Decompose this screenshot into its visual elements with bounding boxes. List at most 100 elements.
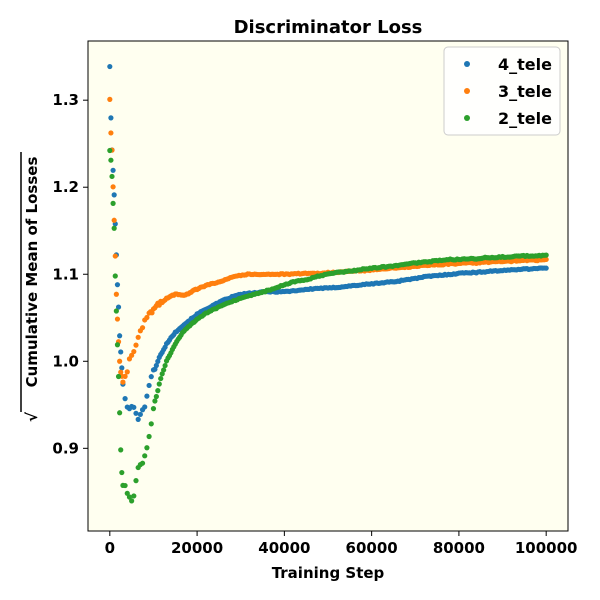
y-tick-label: 1.2 (52, 178, 79, 196)
data-point (109, 173, 115, 180)
x-tick-label: 80000 (433, 539, 485, 557)
data-point (113, 291, 119, 297)
data-point (114, 342, 121, 348)
data-point (110, 200, 116, 206)
data-point (113, 308, 119, 314)
data-point (114, 316, 121, 322)
data-point (119, 365, 125, 371)
plot-frame (87, 40, 569, 532)
data-point (543, 265, 549, 271)
legend-label: 4_tele (498, 55, 552, 74)
legend: 4_tele 3_tele 2_tele (443, 46, 561, 136)
data-point (543, 256, 549, 263)
data-point (135, 416, 141, 422)
data-point (146, 382, 152, 389)
legend-label: 2_tele (498, 109, 552, 128)
x-tick-label: 0 (105, 539, 115, 557)
data-point (122, 373, 128, 379)
x-axis: 0 20000 40000 60000 80000 100000 (105, 531, 578, 557)
legend-label: 3_tele (498, 82, 552, 101)
data-point (108, 115, 114, 121)
data-point (139, 325, 146, 331)
data-point (122, 396, 128, 402)
data-point (153, 362, 159, 369)
data-point (111, 192, 117, 198)
data-point (139, 460, 146, 466)
y-tick-label: 1.0 (52, 352, 79, 370)
data-point (118, 349, 124, 355)
data-point (161, 367, 167, 373)
data-point (153, 393, 159, 400)
y-axis-title-sqrt-sign: √ (23, 411, 41, 422)
data-point (117, 358, 123, 364)
legend-box (443, 46, 561, 136)
legend-marker (464, 61, 470, 67)
y-axis: 0.9 1.0 1.1 1.2 1.3 (52, 91, 88, 457)
y-axis-title: Cumulative Mean of Losses (23, 157, 41, 388)
data-point (129, 352, 135, 358)
data-point (144, 445, 150, 451)
data-point (110, 184, 116, 190)
data-point (131, 493, 137, 499)
data-point (133, 342, 139, 348)
x-tick-label: 20000 (171, 539, 223, 557)
y-axis-title-group: Cumulative Mean of Losses √ (20, 152, 41, 422)
data-point (108, 130, 114, 136)
y-tick-label: 1.3 (52, 91, 79, 109)
data-point (137, 411, 143, 418)
legend-marker (464, 115, 470, 121)
data-point (126, 494, 133, 500)
legend-marker (464, 88, 470, 94)
data-point (162, 362, 168, 369)
data-point (112, 273, 118, 279)
y-tick-label: 1.1 (52, 265, 79, 283)
data-point (131, 348, 137, 355)
data-point (120, 379, 126, 385)
data-point (107, 147, 113, 154)
series-4_tele (107, 63, 549, 422)
data-point (133, 410, 139, 416)
data-point (115, 304, 122, 310)
data-point (148, 374, 154, 380)
data-point (158, 375, 164, 382)
data-point (112, 253, 118, 259)
data-point (135, 334, 141, 340)
data-point (111, 225, 117, 231)
data-point (118, 369, 124, 375)
data-point (115, 373, 122, 380)
data-point (107, 96, 113, 102)
data-point (146, 433, 152, 440)
data-point (108, 157, 114, 163)
data-point (118, 447, 124, 453)
data-point (117, 333, 123, 339)
x-tick-label: 40000 (258, 539, 310, 557)
x-tick-label: 100000 (515, 539, 578, 557)
chart-title: Discriminator Loss (234, 17, 423, 38)
data-point (117, 410, 123, 416)
data-point (142, 453, 148, 459)
y-tick-label: 0.9 (52, 439, 79, 457)
data-point (111, 217, 117, 223)
data-point (156, 381, 162, 387)
series-2_tele (107, 147, 549, 504)
data-point (142, 404, 148, 410)
data-point (107, 63, 113, 70)
data-point (124, 369, 130, 375)
data-point (114, 282, 121, 288)
data-point (133, 478, 139, 484)
data-point (155, 358, 161, 364)
data-point (119, 469, 125, 476)
data-point (131, 404, 137, 410)
data-point (129, 498, 135, 504)
data-point (150, 406, 157, 412)
data-point (110, 167, 116, 173)
data-point (148, 421, 154, 427)
x-axis-title: Training Step (272, 564, 385, 582)
data-point (144, 393, 150, 399)
data-point (122, 482, 128, 489)
x-tick-label: 60000 (346, 539, 398, 557)
data-point (543, 252, 549, 258)
data-points-layer (107, 63, 549, 504)
data-point (144, 314, 150, 321)
